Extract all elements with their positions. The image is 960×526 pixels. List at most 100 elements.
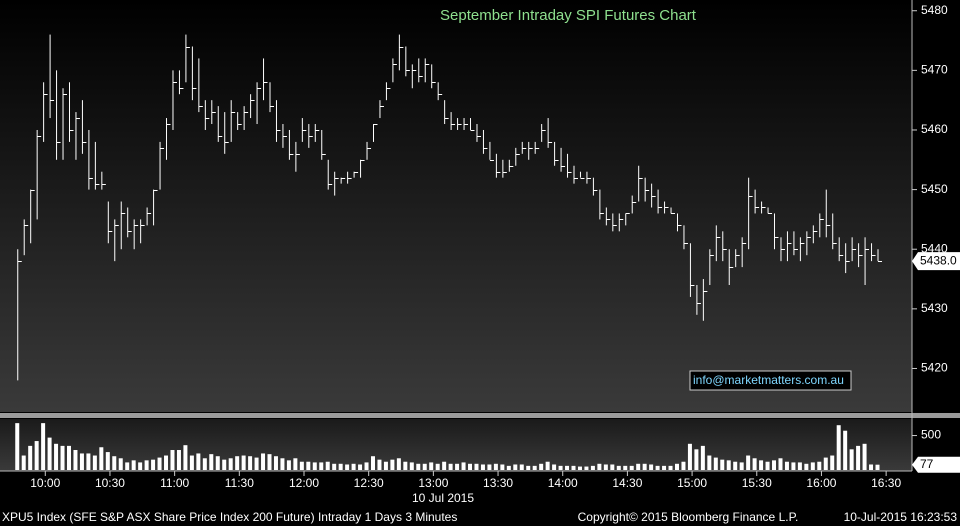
volume-bar — [513, 464, 518, 470]
volume-bar — [759, 460, 764, 470]
volume-bar — [545, 461, 550, 470]
volume-bar — [778, 458, 783, 470]
volume-bar — [131, 460, 136, 470]
volume-bar — [364, 462, 369, 470]
footer-center: Copyright© 2015 Bloomberg Finance L.P. — [578, 510, 799, 524]
volume-bar — [610, 464, 615, 470]
x-axis-label: 10 Jul 2015 — [412, 491, 474, 505]
x-tick-label: 13:00 — [418, 476, 448, 490]
volume-bar — [616, 465, 621, 470]
volume-bar — [875, 464, 880, 470]
volume-bar — [739, 462, 744, 470]
volume-bar — [487, 464, 492, 470]
volume-bar — [189, 455, 194, 470]
volume-bar — [118, 458, 123, 470]
volume-bar — [700, 445, 705, 470]
volume-bar — [105, 452, 110, 470]
volume-bar — [565, 465, 570, 470]
volume-bar — [506, 465, 511, 470]
volume-bar — [338, 463, 343, 470]
volume-bar — [261, 453, 266, 470]
volume-bar — [267, 454, 272, 470]
y-tick-label: 5430 — [921, 301, 948, 315]
volume-bar — [280, 458, 285, 470]
volume-bar — [726, 460, 731, 470]
volume-bar — [810, 462, 815, 470]
volume-bar — [332, 463, 337, 470]
x-tick-label: 12:30 — [354, 476, 384, 490]
volume-bar — [60, 445, 65, 470]
y-tick-label: 500 — [921, 428, 941, 442]
volume-bar — [125, 462, 130, 470]
volume-bar — [202, 458, 207, 470]
x-tick-label: 10:30 — [95, 476, 125, 490]
volume-bar — [416, 463, 421, 470]
volume-bar — [176, 450, 181, 470]
volume-bar — [144, 460, 149, 470]
volume-bar — [584, 466, 589, 470]
volume-bar — [273, 456, 278, 470]
volume-bar — [720, 459, 725, 470]
volume-bar — [649, 464, 654, 470]
volume-bar — [209, 454, 214, 470]
x-tick-label: 11:00 — [160, 476, 189, 490]
volume-bar — [448, 463, 453, 470]
volume-bar — [215, 456, 220, 470]
x-tick-label: 16:30 — [871, 476, 901, 490]
volume-bar — [196, 453, 201, 470]
panel-separator — [0, 413, 960, 418]
x-tick-label: 15:00 — [677, 476, 707, 490]
volume-bar — [319, 462, 324, 470]
volume-bar — [636, 463, 641, 470]
y-tick-label: 5450 — [921, 182, 948, 196]
volume-bar — [73, 450, 78, 470]
volume-bar — [772, 460, 777, 470]
volume-bar — [54, 443, 59, 470]
volume-bar — [474, 463, 479, 470]
volume-bar — [674, 463, 679, 470]
volume-bar — [351, 463, 356, 470]
volume-bar — [539, 463, 544, 470]
volume-bar — [164, 455, 169, 470]
volume-bar — [869, 464, 874, 470]
volume-bar — [817, 461, 822, 470]
volume-bar — [429, 462, 434, 470]
volume-bar — [28, 445, 33, 470]
volume-bar — [571, 465, 576, 470]
volume-bar — [396, 458, 401, 470]
volume-bar — [383, 461, 388, 470]
volume-bar — [849, 449, 854, 470]
annotation-box — [689, 370, 852, 391]
volume-bar — [286, 460, 291, 470]
volume-bar — [299, 461, 304, 470]
volume-bar — [358, 464, 363, 470]
volume-bar — [21, 455, 26, 470]
volume-bar — [784, 461, 789, 470]
volume-bar — [500, 464, 505, 470]
volume-bar — [222, 459, 227, 470]
volume-bar — [662, 465, 667, 470]
volume-bar — [66, 445, 71, 470]
volume-bar — [461, 462, 466, 470]
volume-bar — [170, 450, 175, 470]
volume-bar — [47, 437, 52, 470]
volume-bar — [92, 455, 97, 470]
x-tick-label: 14:30 — [612, 476, 642, 490]
volume-bar — [138, 462, 143, 470]
volume-bar — [377, 459, 382, 470]
volume-bar — [804, 463, 809, 470]
price-panel — [0, 0, 912, 412]
volume-bar — [681, 461, 686, 470]
y-tick-label: 5440 — [921, 241, 948, 255]
volume-bar — [183, 445, 188, 470]
volume-bar — [558, 465, 563, 470]
y-tick-label: 5480 — [921, 3, 948, 17]
annotation: info@marketmatters.com.au — [693, 373, 844, 387]
volume-bar — [843, 430, 848, 470]
volume-bar — [797, 462, 802, 470]
x-tick-label: 11:30 — [225, 476, 254, 490]
volume-bar — [655, 465, 660, 470]
x-tick-label: 16:00 — [806, 476, 836, 490]
volume-bar — [597, 463, 602, 470]
y-tick-label: 5420 — [921, 361, 948, 375]
